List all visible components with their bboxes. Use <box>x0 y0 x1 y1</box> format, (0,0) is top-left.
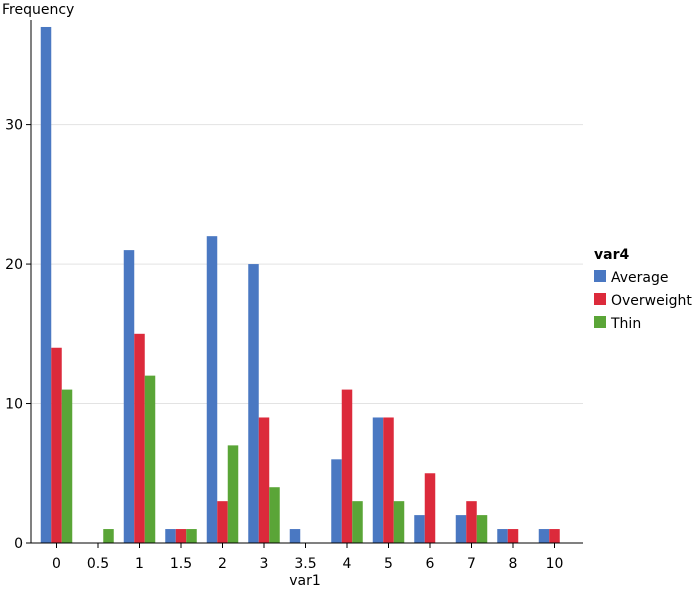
bar-overweight-0 <box>51 347 62 543</box>
bar-average-6 <box>414 515 425 543</box>
grid-lines <box>31 124 583 405</box>
bar-overweight-3 <box>258 417 270 543</box>
legend-label-average: Average <box>611 270 669 286</box>
y-tick-label: 30 <box>5 118 23 134</box>
x-tick-label: 3.5 <box>294 556 316 572</box>
bar-thin-1 <box>144 375 156 543</box>
bar-thin-3 <box>269 487 280 543</box>
bar-overweight-7 <box>466 501 477 543</box>
bar-average-4 <box>331 459 342 543</box>
bar-average-1 <box>123 250 135 543</box>
bar-overweight-4 <box>341 389 353 543</box>
x-tick-label: 10 <box>546 556 564 572</box>
legend-label-thin: Thin <box>610 316 641 332</box>
legend-title: var4 <box>594 247 629 263</box>
x-tick-label: 3 <box>260 556 269 572</box>
bar-overweight-10 <box>549 529 560 543</box>
x-tick-label: 6 <box>426 556 435 572</box>
legend-swatch-average <box>594 270 606 282</box>
bar-average-7 <box>455 515 467 543</box>
legend: var4 Average Overweight Thin <box>594 247 692 332</box>
bar-thin-0 <box>61 389 73 543</box>
bar-overweight-1 <box>134 333 145 543</box>
bar-average-2 <box>206 236 218 543</box>
bar-thin-7 <box>476 515 488 543</box>
x-tick-label: 4 <box>343 556 352 572</box>
x-tick-label: 7 <box>467 556 476 572</box>
bar-thin-2 <box>227 445 239 543</box>
x-tick-label: 1.5 <box>170 556 192 572</box>
bar-average-10 <box>538 529 550 543</box>
bar-thin-4 <box>352 501 363 543</box>
bar-average-3.5 <box>289 529 301 543</box>
bar-average-1.5 <box>165 529 176 543</box>
bar-average-5 <box>372 417 384 543</box>
axes: 0 10 20 30 0 0.5 1 1.5 2 3 3.5 4 5 6 7 8 10 <box>5 20 583 572</box>
y-tick-label: 20 <box>5 257 23 273</box>
x-tick-label: 5 <box>384 556 393 572</box>
bar-thin-1.5 <box>186 529 197 543</box>
bar-average-3 <box>248 264 259 543</box>
bar-series-group <box>40 26 560 544</box>
legend-swatch-overweight <box>594 293 606 305</box>
x-tick-label: 0.5 <box>87 556 109 572</box>
bar-overweight-5 <box>383 417 394 543</box>
x-tick-label: 2 <box>218 556 227 572</box>
x-tick-label: 1 <box>135 556 144 572</box>
y-tick-label: 0 <box>14 536 23 552</box>
bar-thin-0.5 <box>103 529 114 543</box>
bar-overweight-6 <box>424 473 436 543</box>
bar-overweight-1.5 <box>175 529 187 543</box>
bar-average-0 <box>40 26 52 544</box>
y-axis-label: Frequency <box>2 2 74 18</box>
x-tick-label: 8 <box>509 556 518 572</box>
x-tick-label: 0 <box>52 556 61 572</box>
bar-thin-5 <box>393 501 405 543</box>
x-axis-label: var1 <box>289 573 321 589</box>
bar-overweight-8 <box>507 529 519 543</box>
legend-items: Average Overweight Thin <box>594 270 692 332</box>
bar-average-8 <box>497 529 508 543</box>
legend-label-overweight: Overweight <box>611 293 692 309</box>
y-tick-label: 10 <box>5 397 23 413</box>
bar-overweight-2 <box>217 501 228 543</box>
legend-swatch-thin <box>594 316 606 328</box>
